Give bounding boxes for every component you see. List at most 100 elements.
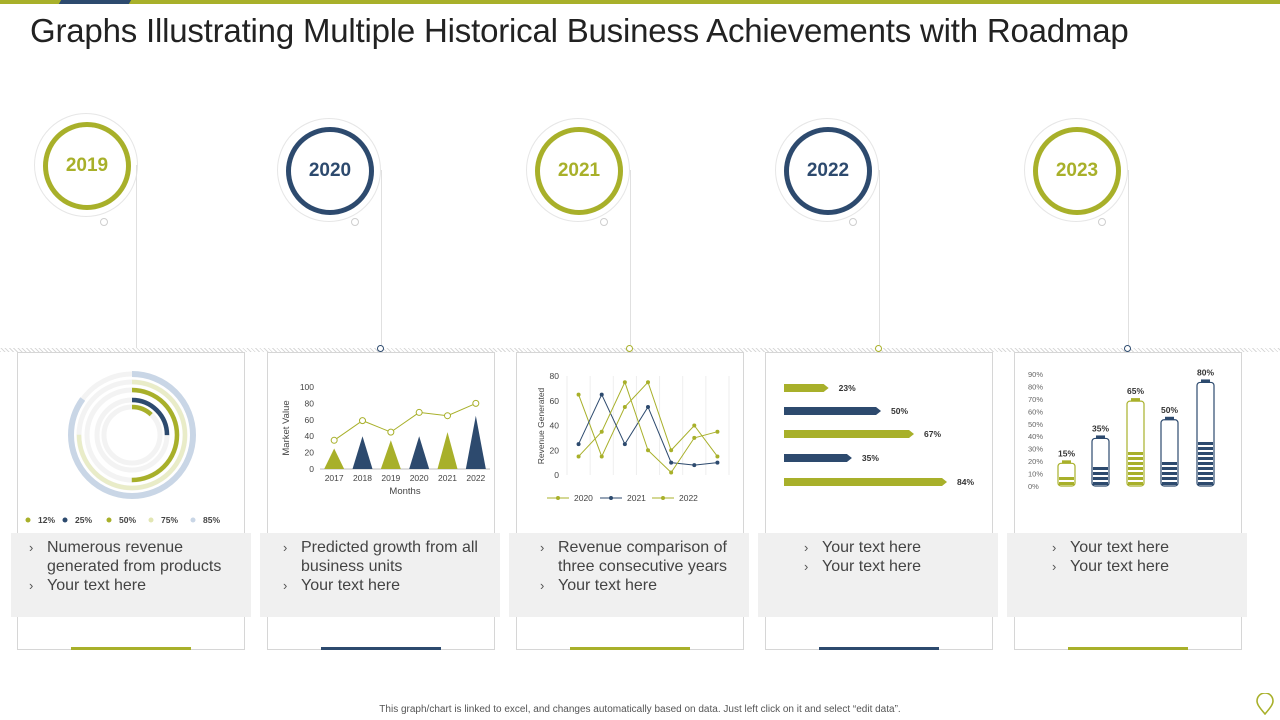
- x-axis-label: Months: [389, 486, 420, 497]
- bullet-text: Your text here: [301, 577, 401, 594]
- x-tick-label: 2022: [466, 473, 485, 483]
- battery-fill: [1162, 482, 1177, 485]
- battery-cap: [1131, 398, 1140, 402]
- line-point: [692, 463, 697, 468]
- card-accent-bar: [71, 647, 191, 650]
- year-circle-2020: 2020: [277, 118, 381, 222]
- legend-marker: [190, 517, 196, 523]
- line-point: [692, 435, 697, 440]
- line-point: [444, 412, 451, 420]
- battery-fill: [1128, 452, 1143, 455]
- series-line: [578, 381, 718, 458]
- year-circle-2022: 2022: [775, 118, 879, 222]
- x-tick-label: 2018: [353, 473, 372, 483]
- legend-marker: [609, 496, 613, 500]
- bullet-text: Your text here: [822, 558, 922, 575]
- concentric-ring-chart[interactable]: 12% 25% 50% 75% 85%: [18, 353, 246, 533]
- legend-label: 12%: [38, 515, 55, 525]
- chevron-right-icon: ›: [29, 540, 34, 555]
- bullet-text: Your text here: [47, 577, 147, 594]
- x-tick-label: 2017: [325, 473, 344, 483]
- text-box: [260, 533, 500, 617]
- y-tick-label: 20: [550, 445, 560, 455]
- bullet-item: › Your text here: [1052, 557, 1169, 576]
- battery-fill: [1059, 482, 1074, 485]
- map-pin-icon: [1256, 693, 1274, 715]
- y-tick-label: 90%: [1028, 370, 1043, 379]
- battery-fill: [1128, 477, 1143, 480]
- timeline-marker: [875, 345, 882, 352]
- line-point: [669, 470, 674, 475]
- legend-marker: [661, 496, 665, 500]
- arrow-bar: [784, 430, 915, 438]
- battery-fill: [1093, 482, 1108, 485]
- line-point: [646, 380, 650, 385]
- triangle-bar: [352, 436, 373, 469]
- year-label: 2022: [784, 127, 872, 215]
- triangle-bar: [380, 440, 401, 469]
- y-tick-label: 60%: [1028, 407, 1043, 416]
- battery-fill: [1093, 472, 1108, 475]
- bullet-text: Your text here: [1070, 539, 1170, 556]
- battery-fill: [1128, 467, 1143, 470]
- battery-fill: [1128, 472, 1143, 475]
- data-label: 50%: [1161, 405, 1178, 415]
- bullet-item: › Your text here: [804, 538, 921, 557]
- battery-fill: [1198, 462, 1213, 465]
- y-tick-label: 0%: [1028, 482, 1039, 491]
- y-tick-label: 40%: [1028, 432, 1043, 441]
- card-accent-bar: [819, 647, 939, 650]
- card-accent-bar: [570, 647, 690, 650]
- bullet-text: Your text here: [558, 577, 658, 594]
- battery-fill: [1198, 447, 1213, 450]
- arrow-bar: [784, 384, 829, 392]
- line-point: [646, 448, 650, 453]
- y-tick-label: 0: [309, 464, 314, 474]
- line-point: [692, 423, 697, 428]
- bullet-item: › Your text here: [540, 576, 657, 595]
- year-label: 2023: [1033, 127, 1121, 215]
- y-tick-label: 80%: [1028, 382, 1043, 391]
- connector-dot: [100, 218, 108, 226]
- arrow-bar-chart[interactable]: 23% 50% 67% 35% 84%: [766, 353, 994, 533]
- battery-fill: [1162, 467, 1177, 470]
- line-point: [387, 428, 395, 436]
- line-point: [330, 436, 338, 444]
- y-tick-label: 0: [554, 470, 559, 480]
- data-label: 35%: [862, 453, 879, 463]
- line-point: [472, 399, 480, 407]
- line-point: [359, 417, 366, 425]
- x-tick-label: 2019: [381, 473, 400, 483]
- bullet-text: Revenue comparison of: [558, 539, 727, 556]
- legend-label: 25%: [75, 515, 92, 525]
- y-tick-label: 80: [305, 398, 315, 408]
- revenue-line-chart[interactable]: 0 20 40 60 80 Revenue Generated 2020 2021 2022: [517, 353, 745, 533]
- legend-label: 2022: [679, 493, 698, 503]
- bullet-text: Your text here: [1070, 558, 1170, 575]
- legend-marker: [148, 517, 154, 523]
- year-circle-2021: 2021: [526, 118, 630, 222]
- data-label: 50%: [891, 406, 908, 416]
- market-value-chart[interactable]: 0 20 40 60 80 100 2017 2018 2019 2020 2021 2022 Mont…: [268, 353, 496, 533]
- data-label: 23%: [839, 383, 856, 393]
- bullet-item: › Your text here: [29, 576, 146, 595]
- timeline-marker: [1124, 345, 1131, 352]
- year-label: 2020: [286, 127, 374, 215]
- ring-segment: [94, 397, 170, 473]
- legend-marker: [556, 496, 560, 500]
- y-tick-label: 40: [550, 421, 560, 431]
- text-box: [758, 533, 998, 617]
- connector-line: [136, 165, 137, 348]
- line-point: [715, 460, 720, 465]
- battery-fill: [1198, 472, 1213, 475]
- line-point: [599, 429, 604, 434]
- bullet-item: › Your text here: [804, 557, 921, 576]
- battery-fill: [1093, 477, 1108, 480]
- battery-cap: [1096, 435, 1105, 439]
- battery-bar-chart[interactable]: 0% 10% 20% 30% 40% 50% 60% 70% 80% 90% 15% 35% 65% 50…: [1015, 353, 1243, 533]
- battery-cap: [1201, 379, 1210, 383]
- line-point: [715, 454, 720, 459]
- y-tick-label: 40: [305, 431, 315, 441]
- text-box: [1007, 533, 1247, 617]
- chevron-right-icon: ›: [804, 540, 809, 555]
